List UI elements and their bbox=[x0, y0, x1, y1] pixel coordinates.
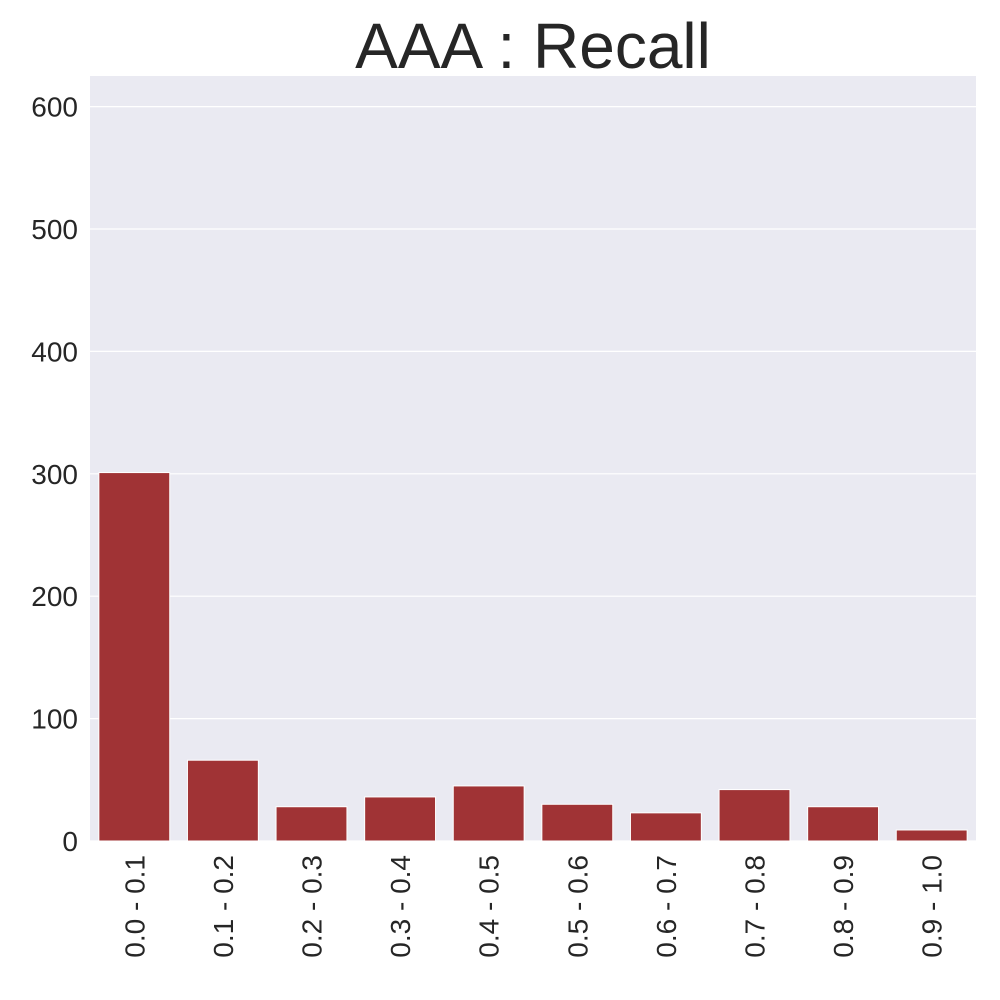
y-tick-label: 200 bbox=[31, 581, 78, 612]
y-tick-label: 100 bbox=[31, 704, 78, 735]
bar-0-8-0-9 bbox=[807, 806, 880, 842]
x-tick-label: 0.9 - 1.0 bbox=[917, 855, 948, 958]
bar-0-5-0-6 bbox=[541, 803, 614, 842]
bar-0-4-0-5 bbox=[452, 785, 525, 842]
x-tick-label: 0.7 - 0.8 bbox=[740, 855, 771, 958]
y-tick-label: 0 bbox=[62, 826, 78, 857]
bar-0-2-0-3 bbox=[275, 806, 348, 842]
y-tick-label: 400 bbox=[31, 336, 78, 367]
chart-title: AAA : Recall bbox=[355, 10, 711, 82]
bar-0-9-1-0 bbox=[895, 829, 968, 842]
bar-0-1-0-2 bbox=[186, 759, 259, 842]
x-tick-label: 0.3 - 0.4 bbox=[385, 855, 416, 958]
x-tick-label: 0.4 - 0.5 bbox=[474, 855, 505, 958]
y-axis-ticks: 0 100 200 300 400 500 600 bbox=[31, 92, 78, 857]
bar-0-3-0-4 bbox=[364, 796, 437, 842]
y-tick-label: 500 bbox=[31, 214, 78, 245]
y-tick-label: 300 bbox=[31, 459, 78, 490]
y-tick-label: 600 bbox=[31, 92, 78, 123]
x-tick-label: 0.2 - 0.3 bbox=[297, 855, 328, 958]
bar-0-6-0-7 bbox=[629, 812, 702, 842]
x-tick-label: 0.1 - 0.2 bbox=[208, 855, 239, 958]
bar-0-0-0-1 bbox=[98, 472, 171, 842]
x-tick-label: 0.8 - 0.9 bbox=[828, 855, 859, 958]
bar-0-7-0-8 bbox=[718, 789, 791, 842]
gridlines bbox=[90, 105, 976, 842]
plot-area bbox=[90, 76, 976, 841]
x-tick-label: 0.0 - 0.1 bbox=[119, 855, 150, 958]
x-tick-label: 0.6 - 0.7 bbox=[651, 855, 682, 958]
x-axis-ticks: 0.0 - 0.1 0.1 - 0.2 0.2 - 0.3 0.3 - 0.4 0.4 … bbox=[119, 855, 947, 958]
x-tick-label: 0.5 - 0.6 bbox=[562, 855, 593, 958]
bars bbox=[98, 472, 968, 842]
